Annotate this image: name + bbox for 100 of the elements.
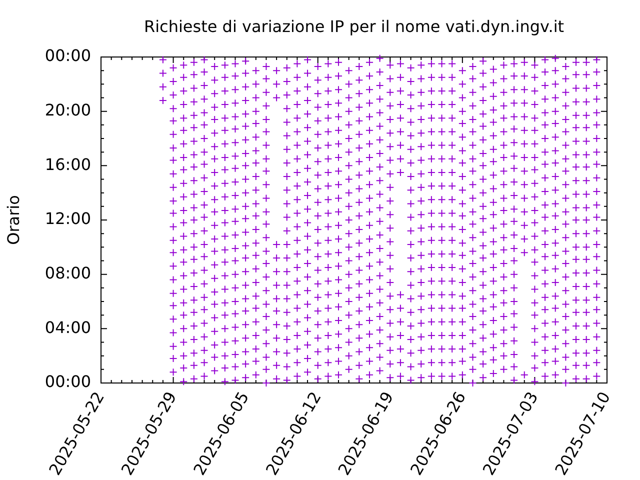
point	[541, 280, 550, 288]
point	[231, 124, 240, 133]
point	[200, 293, 208, 302]
y-axis-title: Orario	[4, 195, 23, 245]
point	[458, 80, 466, 88]
point	[262, 379, 270, 387]
point	[210, 154, 219, 163]
point	[592, 174, 601, 182]
point	[530, 258, 539, 266]
point	[562, 234, 570, 242]
point	[530, 100, 539, 109]
point	[592, 108, 601, 117]
point	[210, 103, 219, 112]
point	[200, 160, 208, 168]
point	[190, 282, 198, 291]
point	[468, 220, 477, 228]
point	[541, 82, 550, 90]
point	[344, 365, 353, 374]
point	[582, 137, 590, 146]
point	[582, 361, 590, 370]
point	[200, 372, 208, 380]
point	[572, 361, 580, 370]
point	[252, 318, 260, 326]
point	[510, 178, 518, 186]
point	[417, 346, 426, 354]
point	[220, 258, 229, 266]
point	[252, 251, 260, 260]
point	[438, 168, 446, 176]
point	[562, 312, 570, 320]
point	[562, 154, 570, 163]
point	[427, 86, 436, 95]
point	[282, 158, 291, 167]
point	[458, 133, 466, 142]
point	[190, 374, 198, 383]
point	[427, 222, 436, 231]
point	[562, 365, 570, 374]
point	[376, 108, 384, 117]
point	[438, 209, 446, 218]
point	[220, 100, 229, 109]
point	[396, 128, 404, 136]
point	[500, 365, 508, 374]
point	[406, 226, 415, 235]
point	[582, 190, 590, 198]
point	[180, 192, 188, 201]
point	[417, 292, 426, 300]
point	[200, 68, 208, 76]
point	[314, 226, 322, 234]
point	[293, 345, 302, 354]
point	[500, 206, 508, 214]
point	[314, 280, 322, 288]
point	[592, 56, 601, 64]
point	[365, 58, 374, 66]
point	[510, 124, 518, 133]
point	[386, 170, 394, 178]
point	[417, 61, 426, 70]
point	[479, 122, 488, 130]
point	[334, 112, 343, 121]
point	[334, 316, 343, 325]
point	[510, 86, 518, 94]
point	[458, 370, 466, 379]
point	[314, 116, 322, 125]
point	[365, 208, 374, 216]
point	[252, 94, 260, 102]
point	[231, 256, 240, 265]
point	[180, 352, 188, 360]
point	[406, 268, 415, 276]
point	[551, 200, 560, 208]
point	[562, 259, 570, 268]
point	[314, 103, 322, 112]
point	[448, 86, 456, 95]
point	[520, 194, 528, 202]
point	[169, 368, 178, 376]
point	[252, 146, 260, 155]
point	[520, 248, 528, 257]
point	[262, 220, 270, 228]
point	[572, 176, 580, 185]
point	[180, 232, 188, 240]
point	[396, 304, 404, 312]
point	[406, 254, 415, 262]
point	[489, 171, 498, 180]
point	[262, 74, 270, 83]
point	[406, 308, 415, 316]
point	[406, 294, 415, 303]
point	[427, 196, 436, 204]
point	[417, 88, 426, 96]
y-tick-label: 20:00	[44, 100, 91, 120]
point	[427, 73, 436, 82]
point	[180, 285, 188, 294]
point	[551, 133, 560, 142]
point	[231, 205, 240, 214]
point	[262, 286, 270, 295]
point	[448, 277, 456, 286]
point	[376, 353, 384, 362]
point	[252, 264, 260, 273]
point	[551, 54, 560, 62]
point	[520, 221, 528, 230]
point	[510, 323, 518, 332]
point	[365, 289, 374, 298]
point	[427, 358, 436, 367]
point	[417, 306, 426, 314]
